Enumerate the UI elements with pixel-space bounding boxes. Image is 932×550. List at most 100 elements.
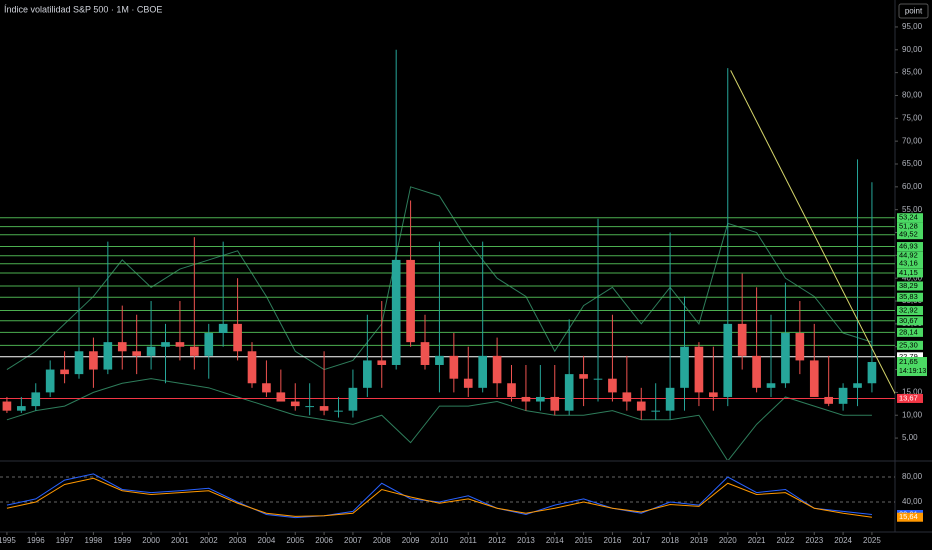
candle-body xyxy=(593,378,603,380)
x-tick-label: 2019 xyxy=(690,536,708,545)
candle-body xyxy=(853,383,862,388)
scale-button-label[interactable]: point xyxy=(905,7,923,16)
level-label: 49,52 xyxy=(899,230,918,239)
y-tick-label: 90,00 xyxy=(902,45,923,54)
candle-body xyxy=(117,342,127,352)
level-label: 13,67 xyxy=(899,393,918,402)
x-tick-label: 2024 xyxy=(834,536,852,545)
trendline xyxy=(730,70,895,395)
y-tick-label: 80,00 xyxy=(902,91,923,100)
x-tick-label: 1999 xyxy=(113,536,131,545)
x-tick-label: 2010 xyxy=(431,536,449,545)
y-tick-label: 75,00 xyxy=(902,113,923,122)
y-tick-label: 40,00 xyxy=(902,273,923,282)
level-label: 38,29 xyxy=(899,281,918,290)
candle-body xyxy=(233,323,242,352)
candle-body xyxy=(709,392,718,397)
candle-body xyxy=(636,401,646,411)
y-tick-label: 95,00 xyxy=(902,22,923,31)
level-label: 44,92 xyxy=(899,251,918,260)
level-tag xyxy=(897,230,923,240)
candle-body xyxy=(17,406,26,411)
candle-body xyxy=(536,396,545,402)
candle-body xyxy=(247,351,257,384)
y-tick-label: 80,00 xyxy=(902,472,923,481)
candle-body xyxy=(363,360,372,388)
candle-body xyxy=(435,355,444,365)
candle-body xyxy=(579,374,588,379)
level-label: 30,67 xyxy=(899,316,918,325)
candle-body xyxy=(737,323,747,356)
candle-body xyxy=(550,396,560,411)
x-tick-label: 2001 xyxy=(171,536,189,545)
level-label: 46,93 xyxy=(899,242,918,251)
y-tick-label: 65,00 xyxy=(902,159,923,168)
scale-button[interactable] xyxy=(898,3,929,19)
level-label: 51,28 xyxy=(899,222,918,231)
x-tick-label: 2011 xyxy=(460,536,478,545)
y-tick-label: 70,00 xyxy=(902,136,923,145)
candle-body xyxy=(103,342,113,370)
candle-body xyxy=(838,387,848,404)
main-pane xyxy=(0,49,895,460)
x-tick-label: 2004 xyxy=(258,536,276,545)
level-tag xyxy=(897,251,923,261)
oscillator-line xyxy=(6,473,872,519)
x-tick-label: 2007 xyxy=(344,536,362,545)
y-tick-label: 60,00 xyxy=(902,182,923,191)
candle-body xyxy=(521,396,531,402)
level-tag xyxy=(897,213,923,223)
candle-body xyxy=(752,355,761,388)
candle-body xyxy=(377,360,387,365)
candle-body xyxy=(31,392,41,407)
level-tag xyxy=(897,292,923,302)
candle-body xyxy=(809,360,819,397)
last-price-tag xyxy=(897,357,927,377)
oscillator-pane xyxy=(0,473,895,519)
level-tag xyxy=(897,352,923,362)
candle-body xyxy=(665,387,675,411)
chart-title: Índice volatilidad S&P 500 · 1M · CBOE xyxy=(4,4,162,14)
candle-body xyxy=(146,346,156,356)
countdown: 14:19:13 xyxy=(899,368,926,375)
level-tag xyxy=(897,340,923,350)
axes: 5,0010,0015,0020,0025,0030,0035,0040,004… xyxy=(0,22,927,545)
candle-body xyxy=(89,351,98,370)
candle-body xyxy=(680,346,689,388)
level-tag xyxy=(897,327,923,337)
candle-body xyxy=(276,392,286,402)
level-tag xyxy=(897,222,923,232)
last-value-tag xyxy=(897,512,923,522)
candle-body xyxy=(622,392,632,402)
candle-body xyxy=(218,323,228,334)
candle-body xyxy=(406,259,415,343)
y-tick-label: 85,00 xyxy=(902,68,923,77)
x-tick-label: 2009 xyxy=(402,536,420,545)
level-tag xyxy=(897,259,923,269)
candle-body xyxy=(507,383,516,397)
candle-body xyxy=(334,410,343,412)
candle-body xyxy=(2,401,12,411)
x-tick-label: 2017 xyxy=(632,536,650,545)
level-label: 28,14 xyxy=(899,327,918,336)
candle-body xyxy=(478,355,488,388)
x-tick-label: 1996 xyxy=(27,536,45,545)
candle-body xyxy=(867,362,877,384)
candle-body xyxy=(723,323,733,397)
candle-body xyxy=(651,410,661,412)
candle-body xyxy=(262,383,271,393)
x-tick-label: 2021 xyxy=(748,536,766,545)
candle-body xyxy=(492,355,502,384)
candle-body xyxy=(161,342,170,347)
x-tick-label: 2022 xyxy=(777,536,795,545)
x-tick-label: 2016 xyxy=(604,536,622,545)
last-price-label: 21,65 xyxy=(899,357,918,366)
x-tick-label: 2008 xyxy=(373,536,391,545)
candle-body xyxy=(766,383,776,388)
x-tick-label: 2012 xyxy=(488,536,506,545)
candle-body xyxy=(449,355,459,379)
level-tag xyxy=(897,306,923,316)
candle-body xyxy=(420,342,430,365)
